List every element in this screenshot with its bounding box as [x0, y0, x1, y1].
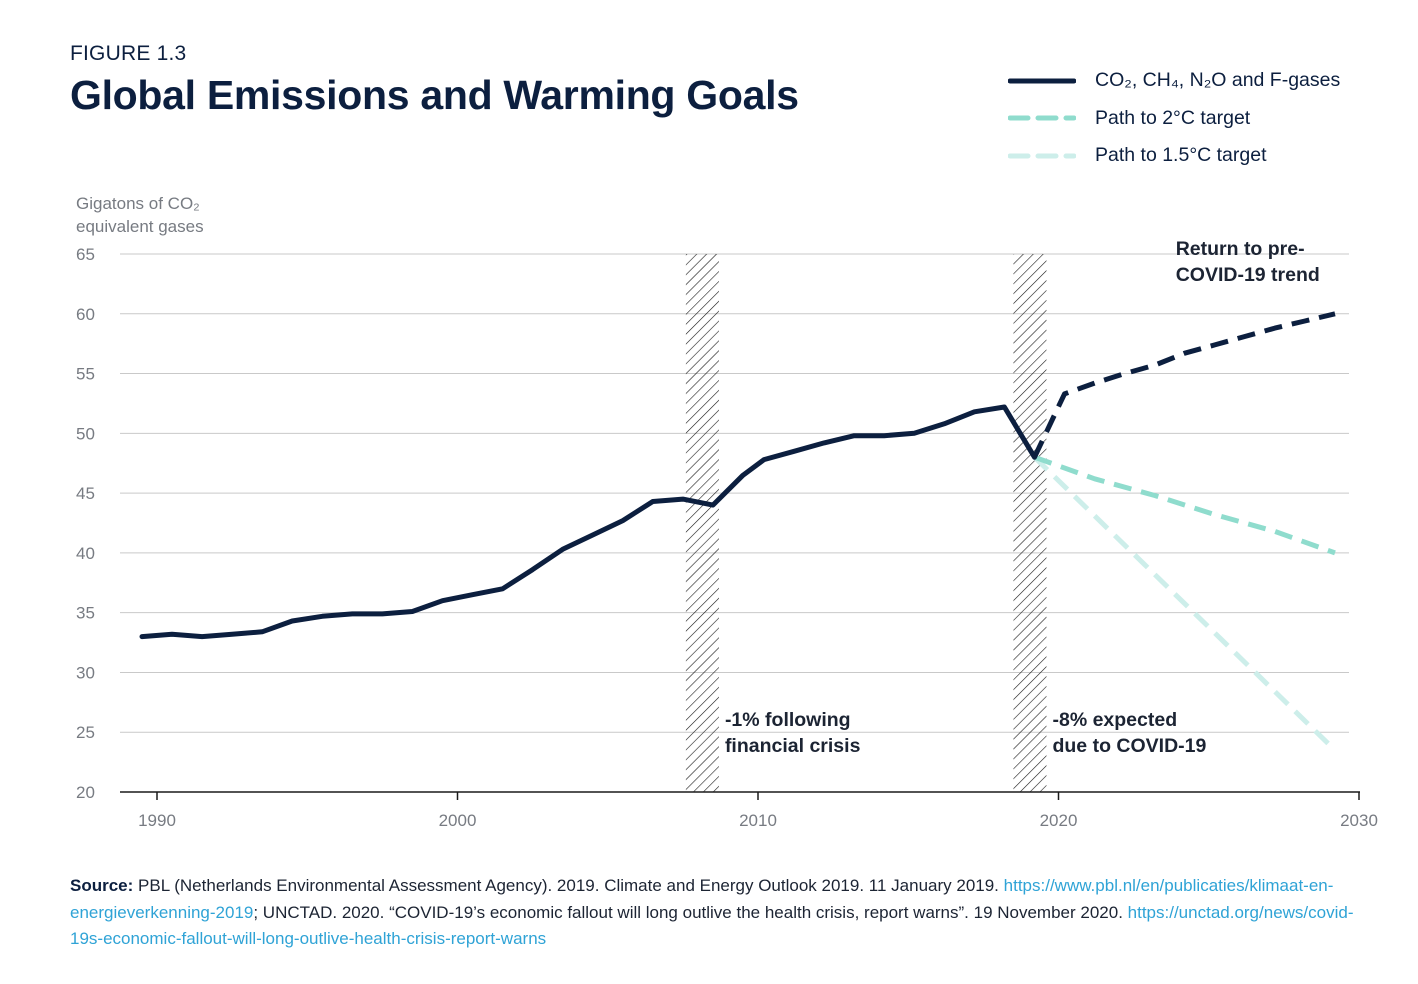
legend-swatch-2c: [1008, 115, 1076, 121]
x-tick-2010: 2010: [739, 811, 777, 830]
y-axis-label: Gigatons of CO₂ equivalent gases: [76, 192, 204, 238]
legend-swatch-emissions: [1008, 78, 1076, 84]
series-path-to-2-c-target: [1033, 454, 1336, 556]
series-path-to-1-5-c-target: [1032, 455, 1337, 752]
legend-item-2c: Path to 2°C target: [1008, 100, 1340, 138]
source-link-unctad[interactable]: https://unctad.org/news/covid-19s-econom…: [70, 902, 1354, 949]
chart-area: 65 60 55 50 45 40 35 30 25 20 1990 2000 2010 2020 203…: [76, 238, 1378, 830]
figure-label: FIGURE 1.3: [70, 42, 187, 65]
x-tick-1990: 1990: [138, 811, 176, 830]
source-label: Source:: [70, 876, 134, 895]
x-tick-2020: 2020: [1040, 811, 1078, 830]
y-tick-65: 65: [76, 245, 95, 264]
y-tick-labels: 65 60 55 50 45 40 35 30 25 20: [76, 245, 95, 802]
legend-item-1-5c: Path to 1.5°C target: [1008, 137, 1340, 175]
annotation-financial-crisis-note-line-2: financial crisis: [725, 735, 861, 757]
y-tick-30: 30: [76, 663, 95, 682]
y-tick-50: 50: [76, 424, 95, 443]
y-tick-45: 45: [76, 484, 95, 503]
annotation-return-trend-note-line-1: Return to pre-: [1176, 238, 1305, 260]
legend-label-emissions: CO₂, CH₄, N₂O and F-gases: [1095, 69, 1341, 92]
y-tick-55: 55: [76, 365, 95, 384]
shaded-periods: [685, 254, 1047, 792]
x-tick-2030: 2030: [1340, 811, 1378, 830]
annotation-financial-crisis-note: -1% following financial crisis: [725, 709, 861, 757]
x-tick-2000: 2000: [439, 811, 477, 830]
source-link-pbl[interactable]: https://www.pbl.nl/en/publicaties/klimaa…: [70, 876, 1334, 922]
series-co-ch-n-o-and-f-gases: [139, 404, 1037, 640]
y-tick-40: 40: [76, 544, 95, 563]
chart-title: Global Emissions and Warming Goals: [70, 72, 799, 118]
shaded-period-financial-crisis: [685, 254, 719, 792]
series-return-to-pre-covid-19-trend: [1032, 311, 1336, 459]
x-axis: 1990 2000 2010 2020 2030: [120, 791, 1378, 830]
annotation-covid-note: -8% expected due to COVID-19: [1052, 709, 1206, 757]
annotation-financial-crisis-note-line-1: -1% following: [725, 709, 851, 731]
legend-label-1-5c: Path to 1.5°C target: [1095, 144, 1267, 167]
annotation-return-trend-note: Return to pre- COVID-19 trend: [1176, 238, 1320, 286]
annotation-return-trend-note-line-2: COVID-19 trend: [1176, 264, 1320, 286]
y-tick-60: 60: [76, 305, 95, 324]
source-text-1: PBL (Netherlands Environmental Assessmen…: [133, 876, 1004, 895]
annotations: -1% following financial crisis -8% expecte…: [725, 238, 1320, 757]
y-tick-20: 20: [76, 783, 95, 802]
legend-item-emissions: CO₂, CH₄, N₂O and F-gases: [1008, 62, 1340, 100]
series-lines: [139, 311, 1337, 752]
y-tick-35: 35: [76, 604, 95, 623]
y-axis-label-line-2: equivalent gases: [76, 217, 204, 236]
y-axis-label-line-1: Gigatons of CO₂: [76, 194, 200, 213]
y-tick-25: 25: [76, 723, 95, 742]
annotation-covid-note-line-2: due to COVID-19: [1052, 735, 1206, 757]
legend-swatch-1-5c: [1008, 153, 1076, 159]
source-text-2: ; UNCTAD. 2020. “COVID-19’s economic fal…: [253, 902, 1128, 922]
legend-label-2c: Path to 2°C target: [1095, 106, 1251, 129]
shaded-period-covid: [1013, 254, 1047, 792]
source-note: Source: PBL (Netherlands Environmental A…: [70, 873, 1380, 953]
legend: CO₂, CH₄, N₂O and F-gases Path to 2°C ta…: [1008, 62, 1340, 175]
annotation-covid-note-line-1: -8% expected: [1052, 709, 1177, 731]
